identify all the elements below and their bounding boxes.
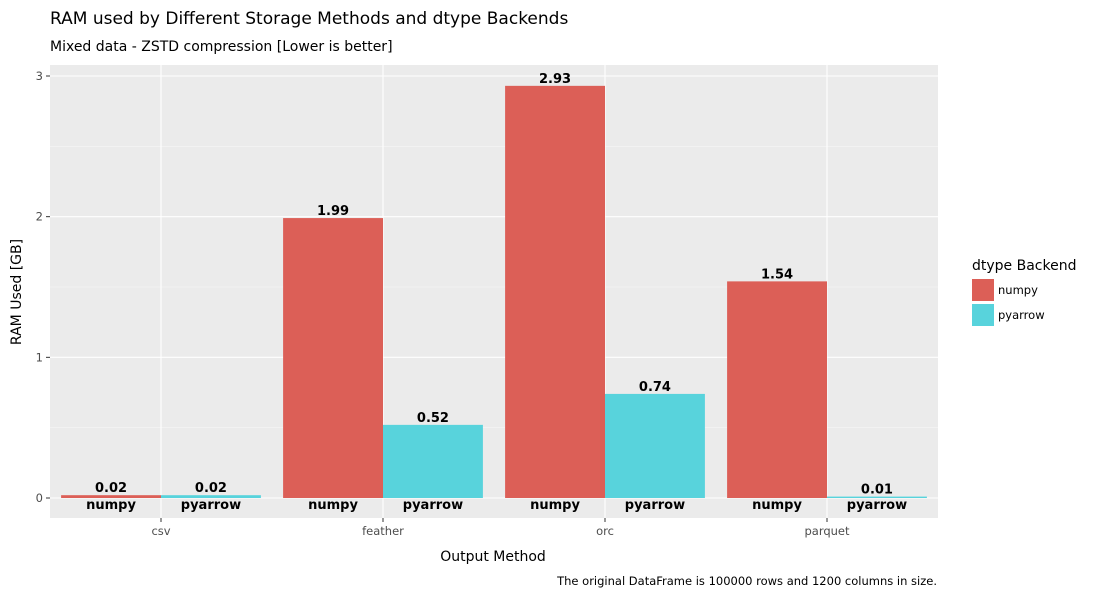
y-tick-label: 3 [36,69,43,83]
series-label-csv-numpy: numpy [86,498,136,513]
value-label-feather-pyarrow: 0.52 [417,411,449,426]
bars-layer [61,85,927,498]
chart-subtitle: Mixed data - ZSTD compression [Lower is … [50,39,393,55]
y-axis-title: RAM Used [GB] [9,239,25,345]
series-label-feather-numpy: numpy [308,498,358,513]
x-tick-label-csv: csv [151,524,170,538]
bar-csv-numpy [61,495,161,498]
labels-layer: 0.02 numpy 0.02 pyarrow 1.99 numpy 0.52 pyarrow… [86,72,907,513]
legend-label-pyarrow: pyarrow [998,308,1045,322]
y-tick-label: 0 [36,491,43,505]
legend: dtype Backend numpy pyarrow [972,258,1076,326]
bar-orc-numpy [505,85,605,498]
bar-orc-pyarrow [605,393,705,498]
x-tick-label-orc: orc [596,524,614,538]
bar-parquet-pyarrow [827,496,927,498]
y-tick-label: 2 [36,210,43,224]
bar-feather-pyarrow [383,424,483,498]
value-label-orc-pyarrow: 0.74 [639,380,671,395]
value-label-csv-pyarrow: 0.02 [195,481,227,496]
value-label-parquet-numpy: 1.54 [761,267,793,282]
axes-layer: 0 1 2 3 csv feather orc parquet [36,69,850,538]
value-label-feather-numpy: 1.99 [317,204,349,219]
x-tick-label-feather: feather [362,524,404,538]
series-label-feather-pyarrow: pyarrow [403,498,463,513]
y-tick-label: 1 [36,350,43,364]
series-label-parquet-numpy: numpy [752,498,802,513]
bar-parquet-numpy [727,281,827,498]
value-label-csv-numpy: 0.02 [95,481,127,496]
series-label-orc-numpy: numpy [530,498,580,513]
bar-feather-numpy [283,218,383,498]
series-label-csv-pyarrow: pyarrow [181,498,241,513]
chart-caption: The original DataFrame is 100000 rows an… [556,574,937,588]
x-axis-title: Output Method [440,549,546,565]
x-tick-label-parquet: parquet [804,524,850,538]
legend-title: dtype Backend [972,258,1076,274]
series-label-orc-pyarrow: pyarrow [625,498,685,513]
bar-csv-pyarrow [161,495,261,498]
legend-label-numpy: numpy [998,283,1038,297]
legend-swatch-pyarrow [972,304,994,326]
series-label-parquet-pyarrow: pyarrow [847,498,907,513]
value-label-parquet-pyarrow: 0.01 [861,483,893,498]
value-label-orc-numpy: 2.93 [539,72,571,87]
legend-swatch-numpy [972,279,994,301]
chart-title: RAM used by Different Storage Methods an… [50,9,568,29]
